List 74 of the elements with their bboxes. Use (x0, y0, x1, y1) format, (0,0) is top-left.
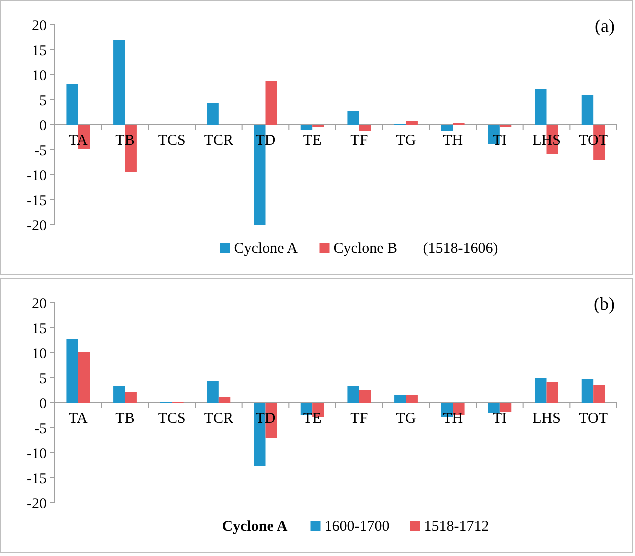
bar (114, 386, 126, 403)
x-tick-label: TI (492, 411, 508, 427)
x-tick-label: TCR (204, 411, 234, 427)
y-tick-label: -20 (27, 218, 47, 234)
bar (266, 81, 278, 125)
bar (114, 40, 126, 125)
x-tick-label: TCR (204, 133, 234, 149)
x-tick-label: TA (69, 133, 88, 149)
y-tick-label: -5 (34, 143, 47, 160)
y-tick-label: 10 (32, 68, 47, 84)
bar (441, 125, 454, 132)
bar (300, 125, 313, 130)
bar (546, 382, 558, 403)
y-tick-label: 15 (32, 321, 47, 338)
y-tick-label: 5 (40, 371, 47, 388)
bar (582, 379, 594, 403)
bar (207, 103, 219, 125)
y-tick-label: -15 (27, 471, 47, 488)
x-tick-label: TCS (158, 133, 186, 149)
x-tick-label: TA (69, 411, 88, 427)
bar (66, 340, 78, 403)
x-tick-label: TCS (158, 411, 186, 427)
bar (594, 385, 606, 403)
y-tick-label: -10 (27, 168, 47, 184)
legend-label: 1518-1712 (424, 519, 490, 535)
y-tick-label: 0 (40, 118, 47, 134)
x-tick-label: TE (303, 411, 322, 427)
y-tick-label: -5 (34, 421, 47, 438)
bar (348, 111, 360, 125)
bar (359, 390, 372, 403)
bar (535, 90, 547, 125)
y-tick-label: -20 (27, 496, 47, 512)
x-tick-label: TB (116, 133, 135, 149)
y-tick-label: 20 (32, 18, 47, 34)
x-tick-label: TD (256, 133, 276, 149)
y-tick-label: -10 (27, 446, 47, 462)
bar (582, 96, 594, 125)
bar (66, 84, 78, 125)
bar (218, 397, 231, 403)
x-tick-label: TB (116, 411, 135, 427)
x-tick-label: TH (443, 133, 464, 149)
bar (406, 121, 418, 125)
x-tick-label: TE (303, 133, 322, 149)
y-tick-label: 20 (32, 296, 47, 312)
x-tick-label: TOT (579, 411, 608, 427)
bar (207, 381, 219, 403)
legend-title: Cyclone A (222, 519, 288, 535)
x-tick-label: LHS (532, 411, 561, 427)
x-tick-label: TG (396, 411, 416, 427)
bar (359, 125, 372, 132)
legend-label: 1600-1700 (324, 519, 390, 535)
y-tick-label: 15 (32, 43, 47, 60)
x-tick-label: TF (350, 411, 368, 427)
bar (78, 352, 90, 403)
annotation: (b) (594, 294, 615, 314)
bar (488, 403, 500, 414)
annotation: (a) (595, 16, 615, 36)
text: (1518-1606) (423, 241, 498, 257)
bar (394, 396, 406, 403)
legend-label: Cyclone B (334, 241, 398, 257)
y-tick-label: 5 (40, 93, 47, 110)
legend-label: Cyclone A (234, 241, 298, 257)
bar (500, 403, 512, 412)
bar (348, 386, 360, 403)
y-tick-label: -15 (27, 193, 47, 210)
x-tick-label: TH (443, 411, 464, 427)
y-tick-label: 10 (32, 346, 47, 362)
bar (406, 396, 418, 403)
x-tick-label: TG (396, 133, 416, 149)
y-tick-label: 0 (40, 396, 47, 412)
bar (125, 392, 137, 403)
bar (535, 378, 547, 403)
x-tick-label: TF (350, 133, 368, 149)
x-tick-label: TI (492, 133, 508, 149)
